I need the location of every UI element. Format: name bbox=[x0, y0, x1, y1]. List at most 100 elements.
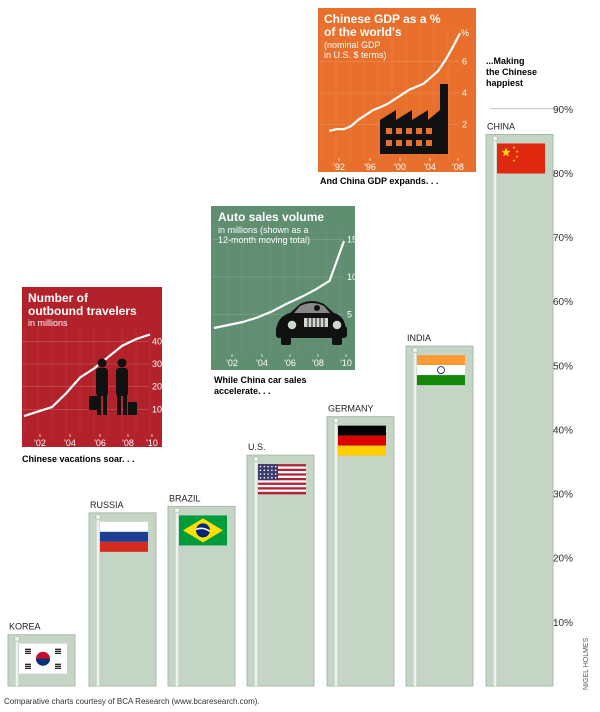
inset-auto-sales: Auto sales volume in millions (shown as … bbox=[211, 206, 357, 370]
inset-gdp-subtitle-1: (nominal GDP bbox=[324, 40, 381, 50]
main-y-tick-label: 80% bbox=[553, 169, 573, 180]
bar-label: U.S. bbox=[248, 442, 266, 452]
main-y-tick-label: 20% bbox=[553, 554, 573, 565]
bar bbox=[326, 416, 395, 687]
main-y-tick-label: 30% bbox=[553, 490, 573, 501]
bar-korea: KOREA bbox=[7, 622, 76, 687]
main-y-tick-label: 10% bbox=[553, 618, 573, 629]
main-y-axis: 10% 20% 30% 40% 50% 60% 70% 80% 90% bbox=[553, 105, 573, 629]
caption-car-2: accelerate. . . bbox=[214, 386, 271, 396]
inset-y-tick-label: 30 bbox=[152, 359, 162, 369]
inset-x-tick-label: '08 bbox=[312, 358, 324, 368]
bar-label: GERMANY bbox=[328, 404, 374, 414]
factory-icon bbox=[380, 84, 448, 154]
inset-y-tick-label: 4 bbox=[462, 88, 467, 98]
inset-auto-title: Auto sales volume bbox=[218, 210, 324, 224]
bar-india: INDIA bbox=[405, 333, 474, 687]
main-bars: KOREA RUSSIA BRAZIL U.S. GERMANY INDIA CHINA bbox=[7, 121, 554, 687]
inset-x-tick-label: '10 bbox=[340, 358, 352, 368]
signature: NIGEL HOLMES bbox=[583, 637, 590, 690]
inset-x-tick-label: '04 bbox=[64, 438, 76, 448]
bar bbox=[405, 345, 474, 687]
caption-car-1: While China car sales bbox=[214, 375, 307, 385]
inset-travelers-background bbox=[22, 287, 162, 447]
flag-india-icon bbox=[417, 355, 465, 386]
inset-travelers-title-2: outbound travelers bbox=[28, 304, 137, 318]
pole-cap bbox=[174, 507, 180, 514]
bar-germany: GERMANY bbox=[326, 404, 395, 687]
main-y-tick-label: 70% bbox=[553, 233, 573, 244]
inset-x-tick-label: '02 bbox=[226, 358, 238, 368]
main-y-tick-label: 50% bbox=[553, 361, 573, 372]
inset-travelers-axes: 10 20 30 40 '02 '04 '06 '08 '10 bbox=[34, 336, 162, 448]
inset-x-tick-label: '96 bbox=[364, 162, 376, 172]
inset-y-tick-label: 15 bbox=[347, 235, 357, 245]
bar-brazil: BRAZIL bbox=[167, 493, 236, 687]
inset-gdp-unit: % bbox=[461, 28, 469, 38]
inset-x-tick-label: '92 bbox=[333, 162, 345, 172]
flag-korea-icon bbox=[19, 643, 67, 674]
bar-china: CHINA bbox=[485, 121, 554, 687]
pole-cap bbox=[412, 347, 418, 353]
main-y-tick-label: 90% bbox=[553, 105, 573, 116]
inset-travelers-subtitle: in millions bbox=[28, 318, 68, 328]
inset-y-tick-label: 2 bbox=[462, 120, 467, 130]
inset-y-tick-label: 40 bbox=[152, 336, 162, 346]
inset-auto-subtitle-1: in millions (shown as a bbox=[218, 225, 309, 235]
annotation-line-1: ...Making bbox=[486, 56, 525, 66]
inset-auto-axes: 5 10 15 '02 '04 '06 '08 '10 bbox=[226, 235, 357, 369]
inset-x-tick-label: '04 bbox=[424, 162, 436, 172]
inset-x-tick-label: '08 bbox=[122, 438, 134, 448]
inset-x-tick-label: '02 bbox=[34, 438, 46, 448]
credit-line: Comparative charts courtesy of BCA Resea… bbox=[4, 697, 260, 706]
inset-gdp-line bbox=[329, 32, 461, 132]
car-icon bbox=[276, 301, 347, 345]
inset-y-tick-label: 10 bbox=[347, 272, 357, 282]
inset-gdp-axes: 2 4 6 '92 '96 '00 '04 '08 bbox=[333, 57, 467, 173]
bar-label: BRAZIL bbox=[169, 493, 201, 503]
inset-auto-subtitle-2: 12-month moving total) bbox=[218, 235, 310, 245]
inset-gdp-title-1: Chinese GDP as a % bbox=[324, 12, 441, 26]
inset-gdp-subtitle-2: in U.S. $ terms) bbox=[324, 50, 387, 60]
bar bbox=[485, 133, 554, 687]
pole-cap bbox=[14, 635, 20, 642]
inset-x-tick-label: '06 bbox=[284, 358, 296, 368]
flag-us-icon bbox=[258, 464, 306, 495]
inset-x-tick-label: '04 bbox=[256, 358, 268, 368]
bar-russia: RUSSIA bbox=[88, 500, 157, 687]
inset-y-tick-label: 5 bbox=[347, 310, 352, 320]
flag-germany-icon bbox=[338, 425, 386, 456]
bar-label: CHINA bbox=[487, 121, 515, 131]
main-y-tick-label: 40% bbox=[553, 425, 573, 436]
inset-x-tick-label: '10 bbox=[146, 438, 158, 448]
inset-x-tick-label: '00 bbox=[394, 162, 406, 172]
inset-travelers-line bbox=[23, 333, 151, 418]
bar-label: KOREA bbox=[9, 622, 41, 632]
caption-travelers: Chinese vacations soar. . . bbox=[22, 454, 135, 464]
main-y-tick-label: 60% bbox=[553, 297, 573, 308]
inset-y-tick-label: 6 bbox=[462, 57, 467, 67]
inset-x-tick-label: '08 bbox=[452, 162, 464, 172]
bar-label: RUSSIA bbox=[90, 500, 124, 510]
flag-brazil-icon bbox=[179, 515, 227, 546]
travelers-icon bbox=[89, 358, 137, 415]
inset-x-tick-label: '06 bbox=[94, 438, 106, 448]
pole-cap bbox=[492, 135, 498, 142]
pole-cap bbox=[253, 456, 259, 462]
inset-gdp-title-2: of the world's bbox=[324, 25, 402, 39]
caption-gdp: And China GDP expands. . . bbox=[320, 176, 438, 186]
annotation: ...Making the Chinese happiest bbox=[486, 56, 537, 88]
annotation-line-3: happiest bbox=[486, 78, 523, 88]
inset-gdp: Chinese GDP as a % of the world's (nomin… bbox=[318, 8, 476, 172]
inset-y-tick-label: 10 bbox=[152, 404, 162, 414]
pole-cap bbox=[95, 514, 101, 520]
bar-us: U.S. bbox=[246, 442, 315, 687]
inset-auto-line bbox=[213, 240, 346, 330]
inset-y-tick-label: 20 bbox=[152, 382, 162, 392]
inset-travelers-gridlines bbox=[22, 326, 151, 436]
annotation-line-2: the Chinese bbox=[486, 67, 537, 77]
inset-travelers-title-1: Number of bbox=[28, 291, 89, 305]
bar-label: INDIA bbox=[407, 333, 431, 343]
